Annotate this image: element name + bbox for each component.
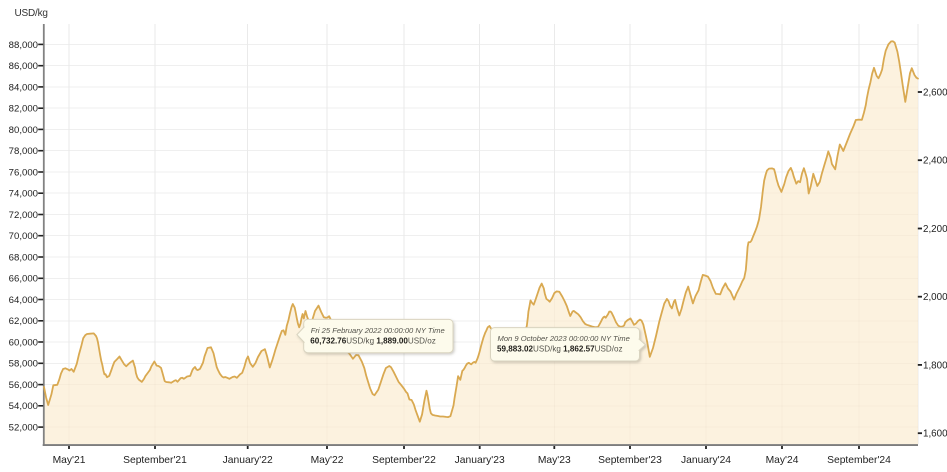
svg-text:88,000: 88,000 (9, 40, 38, 51)
svg-text:82,000: 82,000 (9, 104, 38, 115)
svg-text:Mon 9 October 2023 00:00:00 NY: Mon 9 October 2023 00:00:00 NY Time (498, 334, 630, 343)
svg-text:September'24: September'24 (827, 455, 891, 466)
svg-text:2,000: 2,000 (923, 292, 947, 303)
svg-text:66,000: 66,000 (9, 274, 38, 285)
svg-text:76,000: 76,000 (9, 167, 38, 178)
svg-text:January'22: January'22 (223, 455, 273, 466)
svg-text:September'22: September'22 (372, 455, 436, 466)
svg-text:56,000: 56,000 (9, 380, 38, 391)
svg-text:52,000: 52,000 (9, 423, 38, 434)
svg-text:May'24: May'24 (766, 455, 799, 466)
svg-text:2,400: 2,400 (923, 156, 947, 167)
svg-text:70,000: 70,000 (9, 231, 38, 242)
svg-text:USD/kg: USD/kg (15, 8, 48, 19)
svg-text:September'23: September'23 (598, 455, 662, 466)
svg-text:86,000: 86,000 (9, 61, 38, 72)
svg-text:58,000: 58,000 (9, 359, 38, 370)
svg-text:May'22: May'22 (311, 455, 344, 466)
svg-text:January'24: January'24 (681, 455, 731, 466)
svg-text:60,732.76USD/kg 1,889.00USD/oz: 60,732.76USD/kg 1,889.00USD/oz (310, 337, 436, 346)
svg-text:84,000: 84,000 (9, 82, 38, 93)
svg-text:September'21: September'21 (123, 455, 187, 466)
svg-text:68,000: 68,000 (9, 252, 38, 263)
svg-text:64,000: 64,000 (9, 295, 38, 306)
svg-text:January'23: January'23 (455, 455, 505, 466)
svg-text:1,800: 1,800 (923, 360, 947, 371)
svg-text:59,883.02USD/kg 1,862.57USD/oz: 59,883.02USD/kg 1,862.57USD/oz (497, 345, 623, 354)
svg-text:60,000: 60,000 (9, 337, 38, 348)
svg-text:2,200: 2,200 (923, 224, 947, 235)
svg-text:74,000: 74,000 (9, 189, 38, 200)
svg-text:May'21: May'21 (53, 455, 86, 466)
svg-text:62,000: 62,000 (9, 316, 38, 327)
svg-text:72,000: 72,000 (9, 210, 38, 221)
svg-text:May'23: May'23 (538, 455, 571, 466)
svg-text:2,600: 2,600 (923, 87, 947, 98)
svg-text:1,600: 1,600 (923, 429, 947, 440)
svg-text:54,000: 54,000 (9, 401, 38, 412)
svg-text:78,000: 78,000 (9, 146, 38, 157)
svg-text:Fri 25 February 2022 00:00:00: Fri 25 February 2022 00:00:00 NY Time (311, 326, 445, 335)
svg-text:80,000: 80,000 (9, 125, 38, 136)
